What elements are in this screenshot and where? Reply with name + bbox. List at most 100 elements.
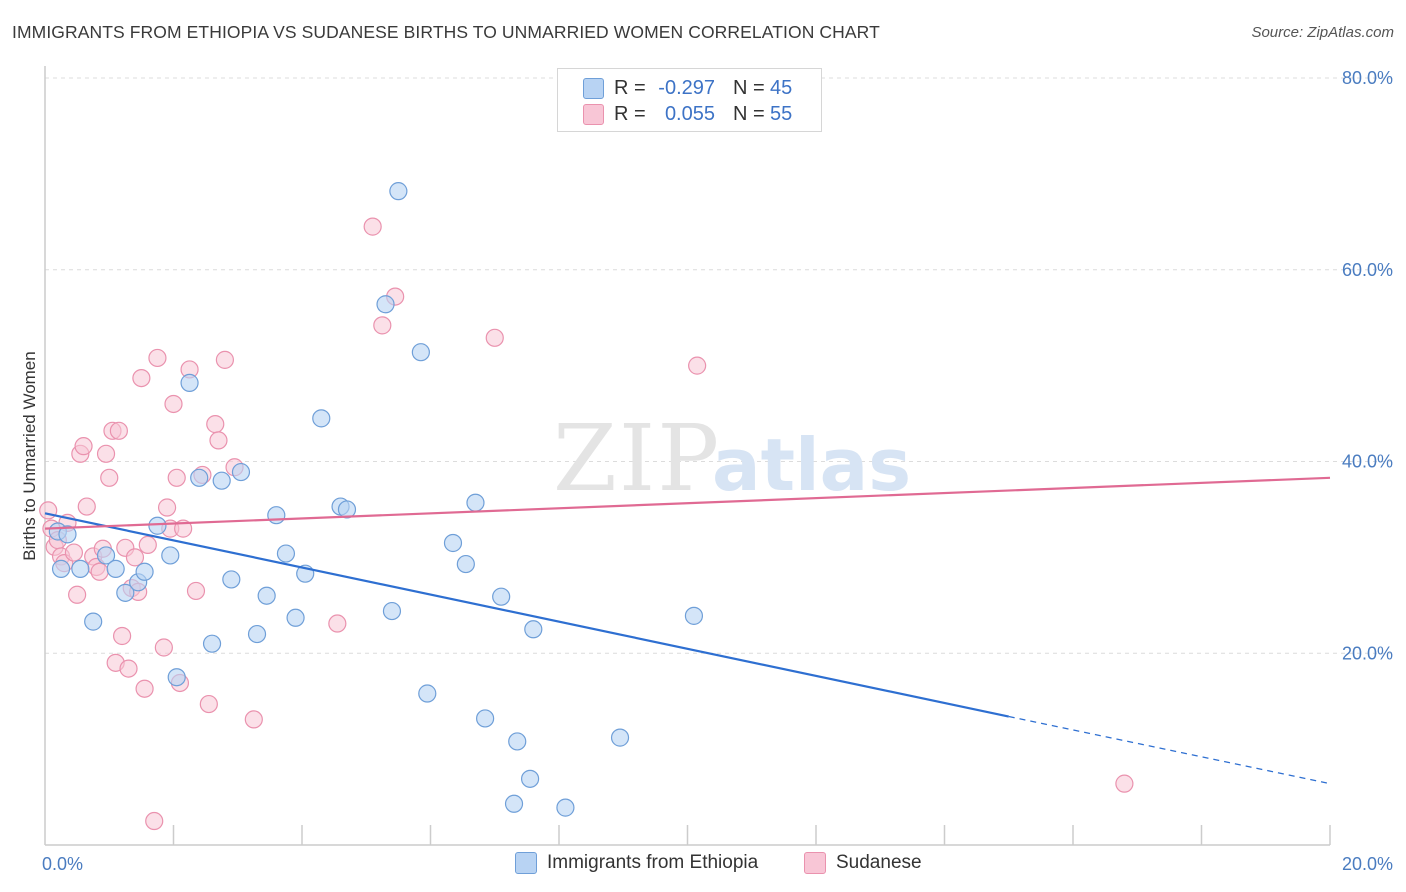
- ethiopia-point: [389, 182, 408, 201]
- sudanese-point: [68, 585, 87, 604]
- ethiopia-point: [492, 587, 511, 606]
- ethiopia-point: [202, 634, 222, 653]
- ethiopia-point: [276, 544, 296, 563]
- sudanese-point: [148, 348, 167, 368]
- sudanese-point: [64, 543, 84, 562]
- ethiopia-point: [84, 612, 103, 631]
- legend-n-value: 45: [770, 77, 793, 99]
- ethiopia-point: [267, 506, 286, 525]
- sudanese-point: [328, 614, 347, 633]
- chart-title: IMMIGRANTS FROM ETHIOPIA VS SUDANESE BIR…: [12, 22, 880, 42]
- bottom-legend-sudanese: Sudanese: [804, 850, 944, 876]
- x-tick-label: 20.0%: [1342, 854, 1393, 874]
- sudanese-point: [109, 421, 128, 440]
- ethiopia-point: [376, 295, 395, 314]
- ethiopia-point: [96, 546, 116, 565]
- sudanese-point: [688, 356, 707, 375]
- watermark: ZIP atlas: [553, 405, 911, 512]
- trend-lines: [44, 476, 1331, 785]
- sudanese-point: [373, 316, 392, 335]
- y-axis-label: Births to Unmarried Women: [20, 351, 39, 560]
- ethiopia-point: [212, 471, 231, 490]
- legend-r-label: R =: [614, 77, 646, 99]
- sudanese-swatch: [804, 852, 826, 874]
- sudanese-point: [90, 562, 109, 581]
- legend-row-sudanese: R = 0.055 N = 55: [558, 101, 821, 127]
- ethiopia-point: [504, 794, 524, 813]
- ethiopia-point: [443, 533, 463, 553]
- ethiopia-point: [148, 516, 167, 535]
- ethiopia-trend-extension: [1008, 715, 1331, 785]
- ethiopia-point: [337, 500, 357, 519]
- legend-r-value: 0.055: [664, 103, 715, 125]
- ethiopia-point: [247, 624, 267, 644]
- sudanese-point: [135, 679, 154, 698]
- legend-n-label: N =: [733, 103, 765, 125]
- ethiopia-point: [190, 468, 209, 487]
- y-tick-label: 40.0%: [1342, 452, 1393, 472]
- sudanese-point: [125, 548, 145, 567]
- bottom-legend-label: Immigrants from Ethiopia: [547, 852, 759, 873]
- ethiopia-point: [382, 601, 402, 621]
- ethiopia-point: [411, 343, 430, 362]
- sudanese-point: [77, 497, 96, 516]
- sudanese-point: [132, 368, 151, 388]
- ethiopia-point: [312, 409, 331, 428]
- bottom-legend-ethiopia: Immigrants from Ethiopia: [515, 850, 785, 876]
- x-tick-label: 0.0%: [42, 854, 83, 874]
- ethiopia-point: [167, 668, 186, 687]
- ethiopia-point: [524, 620, 543, 639]
- sudanese-point: [100, 468, 119, 487]
- ethiopia-point: [58, 525, 77, 544]
- ethiopia-point: [684, 606, 704, 625]
- ethiopia-point: [466, 493, 485, 512]
- sudanese-point: [1115, 774, 1134, 793]
- tick-labels: 20.0% 40.0% 60.0% 80.0% 0.0% 20.0%: [42, 68, 1393, 874]
- legend-r-value: -0.297: [658, 77, 715, 99]
- ethiopia-point: [610, 728, 630, 747]
- sudanese-swatch: [583, 104, 604, 125]
- sudanese-points: [39, 217, 1134, 831]
- ethiopia-point: [418, 684, 437, 703]
- legend-row-ethiopia: R = -0.297 N = 45: [558, 75, 821, 101]
- sudanese-point: [74, 437, 93, 456]
- ethiopia-point: [286, 608, 305, 627]
- ethiopia-point: [51, 559, 71, 578]
- legend-r-label: R =: [614, 103, 646, 125]
- ethiopia-point: [556, 798, 575, 817]
- sudanese-point: [215, 350, 234, 369]
- y-tick-label: 60.0%: [1342, 260, 1393, 280]
- ethiopia-trend-line: [44, 512, 1009, 718]
- sudanese-point: [485, 328, 504, 347]
- ethiopia-point: [520, 769, 540, 788]
- legend-n-value: 55: [770, 103, 793, 125]
- ethiopia-point: [116, 583, 135, 602]
- sudanese-point: [186, 581, 206, 601]
- ethiopia-point: [456, 554, 475, 574]
- sudanese-point: [119, 659, 138, 678]
- ethiopia-point: [257, 586, 276, 605]
- sudanese-point: [167, 468, 186, 487]
- watermark-atlas: atlas: [712, 423, 911, 507]
- ethiopia-point: [71, 559, 90, 578]
- ethiopia-point: [508, 732, 527, 751]
- sudanese-point: [112, 626, 132, 646]
- ethiopia-point: [180, 373, 199, 392]
- sudanese-point: [157, 498, 177, 517]
- watermark-zip: ZIP: [553, 405, 721, 512]
- ethiopia-point: [231, 462, 251, 482]
- ethiopia-point: [161, 546, 180, 565]
- ethiopia-points: [48, 182, 704, 817]
- ethiopia-swatch: [583, 78, 604, 99]
- legend-n-label: N =: [733, 77, 765, 99]
- correlation-legend: R = -0.297 N = 45 R = 0.055 N = 55: [557, 68, 822, 132]
- y-tick-label: 80.0%: [1342, 68, 1393, 88]
- sudanese-point: [154, 638, 173, 657]
- sudanese-point: [206, 415, 225, 434]
- ethiopia-point: [135, 562, 154, 581]
- bottom-legend-label: Sudanese: [836, 852, 922, 873]
- axes: [44, 66, 1331, 846]
- sudanese-point: [164, 394, 183, 414]
- chart-source: Source: ZipAtlas.com: [1251, 24, 1394, 41]
